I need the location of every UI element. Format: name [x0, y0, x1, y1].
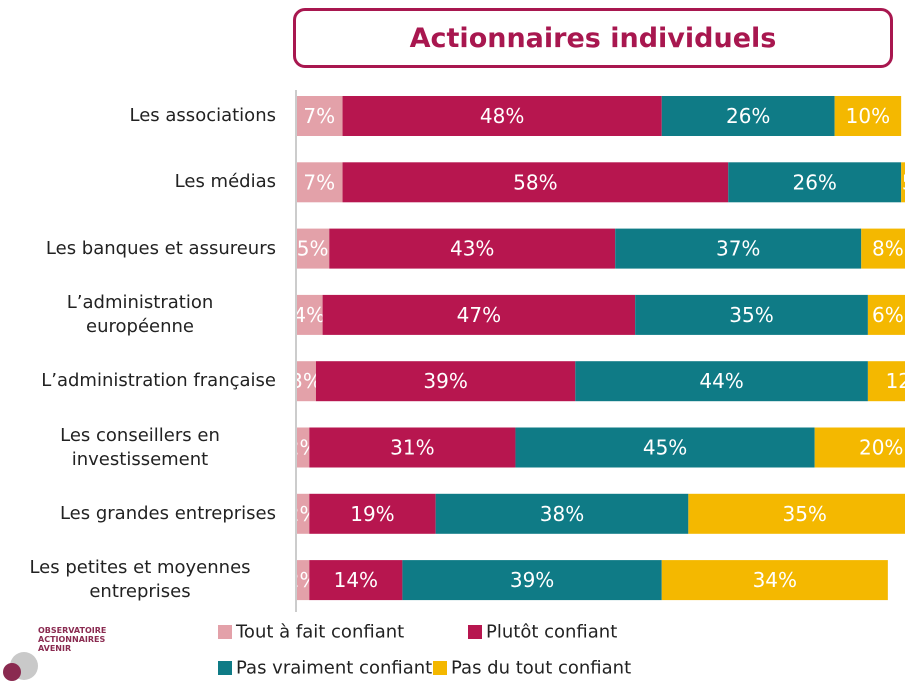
bar-segment: [329, 228, 616, 269]
bar-segment: [297, 294, 323, 335]
legend-swatch: [218, 661, 232, 675]
category-label: Les grandes entreprises: [59, 502, 276, 524]
category-label: Les médias: [174, 171, 276, 193]
bar-segment: [315, 361, 576, 402]
category-label: L’administration européenne: [66, 291, 214, 337]
value-label: 10%: [846, 104, 890, 128]
bar-segment: [297, 228, 330, 269]
value-label: 26%: [726, 104, 770, 128]
legend-label: Pas du tout confiant: [451, 658, 631, 679]
bar-segment: [322, 294, 636, 335]
bar-segment: [435, 493, 689, 534]
bar-segment: [515, 427, 815, 468]
bar-segment: [297, 361, 316, 402]
value-label: 31%: [390, 436, 434, 460]
value-label: 34%: [753, 568, 797, 592]
bar-segment: [615, 228, 862, 269]
bar-segment: [309, 560, 403, 601]
category-label: L’administration française: [41, 370, 276, 392]
bar-segment: [814, 427, 905, 468]
logo: OBSERVATOIRE ACTIONNAIRES AVENIR: [38, 626, 106, 653]
bar-segment: [297, 560, 310, 601]
category-label: Les conseillers en investissement: [60, 424, 220, 470]
value-label: 8%: [872, 237, 904, 261]
value-label: 43%: [450, 237, 494, 261]
value-label: 39%: [510, 568, 554, 592]
category-label: Les petites et moyennes entreprises: [29, 557, 251, 603]
logo-text: ACTIONNAIRES: [38, 635, 106, 644]
chart-title: Actionnaires individuels: [293, 8, 893, 68]
value-label: 45%: [643, 436, 687, 460]
bar-segment: [661, 560, 888, 601]
value-label: 39%: [423, 369, 467, 393]
legend-label: Tout à fait confiant: [235, 622, 404, 643]
value-label: 20%: [859, 436, 903, 460]
value-label: 7%: [303, 104, 335, 128]
value-label: 7%: [303, 170, 335, 194]
bar-segment: [342, 96, 662, 136]
bar-segment: [688, 493, 905, 534]
bar-segment: [861, 228, 905, 269]
legend-label: Pas vraiment confiant: [236, 658, 432, 679]
legend-swatch: [218, 625, 232, 639]
bar-segment: [297, 427, 310, 468]
legend: Tout à fait confiant Plutôt confiant Pas v…: [218, 622, 631, 679]
bar-segment: [309, 427, 516, 468]
bar-segment: [402, 560, 662, 601]
bar-segment: [297, 162, 343, 203]
legend-label: Plutôt confiant: [486, 622, 617, 643]
value-label: 6%: [872, 303, 904, 327]
value-label: 5%: [902, 170, 905, 194]
value-label: 44%: [699, 369, 743, 393]
legend-swatch: [468, 625, 482, 639]
bar-segment: [728, 162, 902, 203]
bar-segment: [342, 162, 729, 203]
bar-segment: [661, 96, 835, 136]
plot-area: 7% 48% 26% 10% 7% 58% 26% 5% 5% 43% 37% 8% 4% 47% 35% 6…: [293, 96, 905, 601]
value-label: 14%: [334, 568, 378, 592]
value-label: 12%: [886, 369, 905, 393]
bar-segment: [297, 493, 310, 534]
bar-segment: [297, 96, 343, 136]
bar-segment: [901, 162, 905, 203]
value-label: 35%: [782, 502, 826, 526]
value-label: 38%: [540, 502, 584, 526]
bar-segment: [635, 294, 868, 335]
bar-segment: [867, 294, 905, 335]
value-label: 48%: [480, 104, 524, 128]
value-label: 35%: [729, 303, 773, 327]
category-label: Les associations: [129, 105, 276, 126]
logo-text: AVENIR: [38, 644, 72, 653]
value-label: 26%: [792, 170, 836, 194]
bar-segment: [867, 361, 905, 402]
value-label: 37%: [716, 237, 760, 261]
category-label: Les banques et assureurs: [45, 237, 276, 259]
value-label: 5%: [297, 237, 329, 261]
value-label: 58%: [513, 170, 557, 194]
value-label: 19%: [350, 502, 394, 526]
bar-segment: [575, 361, 868, 402]
value-label: 47%: [457, 303, 501, 327]
legend-swatch: [433, 661, 447, 675]
bar-segment: [834, 96, 902, 136]
logo-shape: [3, 663, 21, 681]
value-label: 4%: [293, 303, 325, 327]
logo-text: OBSERVATOIRE: [38, 626, 107, 635]
bar-segment: [309, 493, 436, 534]
